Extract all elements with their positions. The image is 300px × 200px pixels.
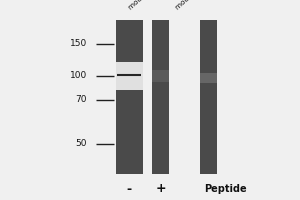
Text: 100: 100 (70, 72, 87, 80)
Bar (152, 70, 169, 82)
Bar (200, 73, 217, 83)
Bar (116, 62, 142, 90)
Text: +: + (155, 182, 166, 196)
Text: mouse heart: mouse heart (175, 0, 212, 11)
Text: -: - (126, 182, 132, 196)
Text: 50: 50 (76, 140, 87, 148)
Bar (116, 20, 142, 174)
Text: Peptide: Peptide (204, 184, 246, 194)
Bar (200, 20, 217, 174)
Text: 70: 70 (76, 96, 87, 104)
Text: mouse heart: mouse heart (128, 0, 166, 11)
Bar (152, 20, 169, 174)
Text: 150: 150 (70, 40, 87, 48)
